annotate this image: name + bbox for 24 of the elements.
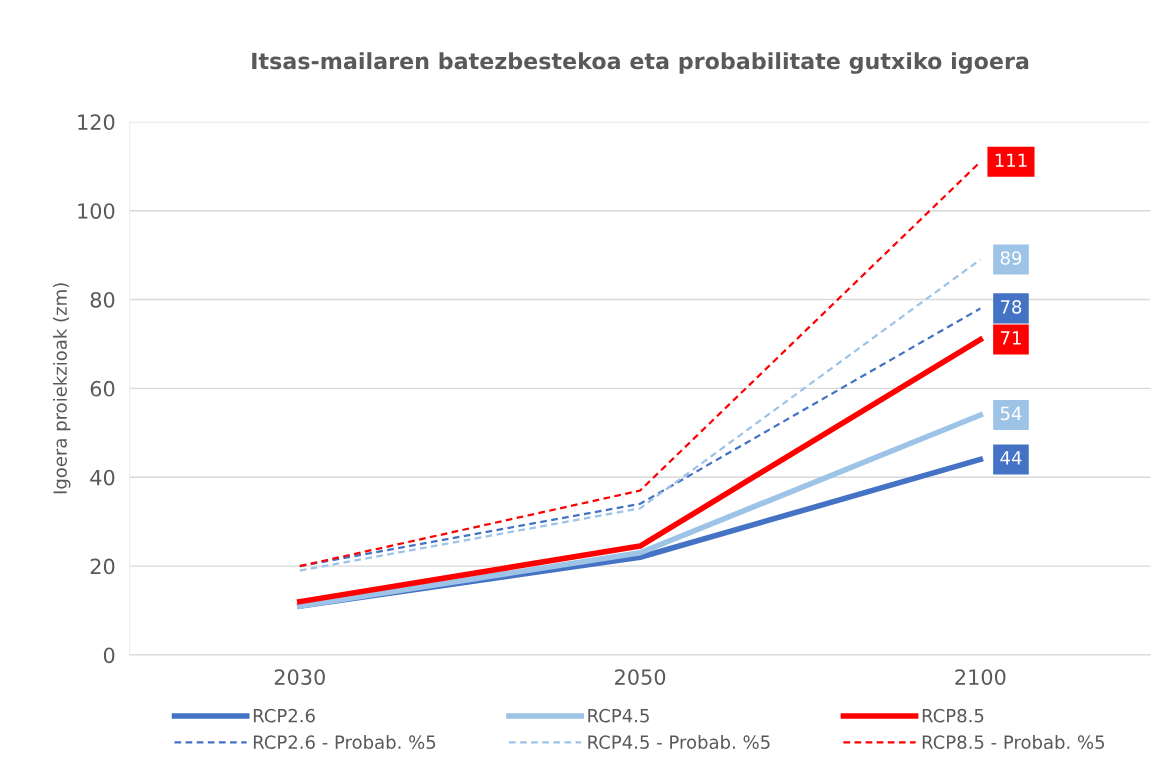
legend-label: RCP8.5 (922, 708, 984, 723)
data-label: 111 (995, 153, 1027, 167)
chart-title: Itsas-mailaren batezbestekoa eta probabilitate gutxiko igoera (252, 52, 1029, 74)
data-label: 78 (1000, 300, 1022, 314)
y-tick-label: 40 (90, 469, 115, 486)
y-tick-label: 0 (103, 647, 115, 664)
legend-label: RCP4.5 - Probab. %5 (588, 735, 770, 749)
x-tick-label: 2030 (274, 669, 325, 685)
data-label: 54 (1000, 406, 1022, 421)
y-tick-label: 120 (78, 114, 115, 131)
data-label: 71 (1000, 331, 1021, 345)
data-label: 89 (1000, 251, 1022, 265)
legend-label: RCP2.6 - Probab. %5 (253, 735, 436, 749)
y-tick-label: 20 (90, 558, 115, 575)
y-axis-title: Igoera proiekzioak (zm) (52, 283, 71, 494)
x-tick-label: 2050 (615, 669, 666, 685)
y-tick-label: 100 (78, 203, 115, 219)
legend-label: RCP2.6 (253, 708, 315, 723)
legend-label: RCP8.5 - Probab. %5 (922, 735, 1105, 749)
y-tick-label: 80 (90, 291, 115, 308)
legend-label: RCP4.5 (588, 708, 649, 723)
x-tick-label: 2100 (955, 669, 1006, 685)
data-label: 44 (1000, 451, 1022, 465)
y-tick-label: 60 (90, 380, 115, 397)
